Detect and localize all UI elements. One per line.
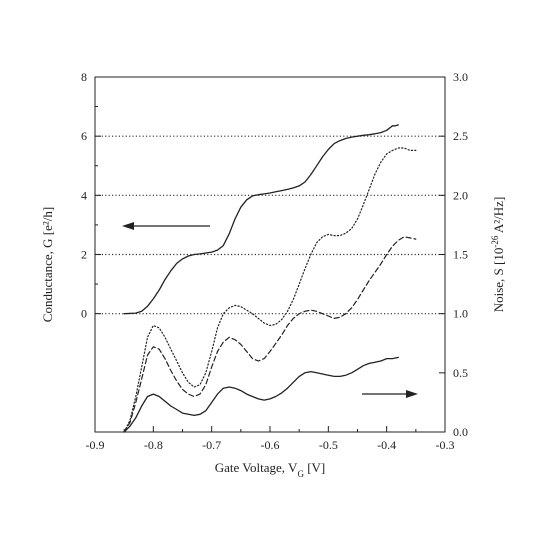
y-right-tick-label: 1.5: [453, 248, 468, 262]
annotations: [122, 222, 418, 398]
x-axis-title-main: Gate Voltage, V: [215, 460, 298, 475]
y-axis-left: 0 2 4 6 8: [81, 70, 101, 321]
y-left-tick-label: 0: [81, 307, 87, 321]
x-axis-title: Gate Voltage, VG [V]: [215, 460, 325, 479]
y-right-tick-label: 0.0: [453, 425, 468, 439]
y-left-tick-label: 6: [81, 129, 87, 143]
y-left-tick-label: 2: [81, 248, 87, 262]
x-tick-label: -0.3: [436, 438, 455, 452]
y-right-tick-label: 3.0: [453, 70, 468, 84]
x-tick-label: -0.7: [202, 438, 221, 452]
y-axis-right: 0.0 0.5 1.0 1.5 2.0 2.5 3.0: [439, 70, 468, 439]
arrow-left-head: [122, 222, 134, 230]
x-tick-label: -0.4: [377, 438, 396, 452]
y-axis-right-title-suffix: A²/Hz]: [491, 197, 506, 236]
y-left-tick-label: 8: [81, 70, 87, 84]
y-axis-right-title-exponent: -26: [490, 235, 500, 247]
y-axis-left-title: Conductance, G [e²/h]: [40, 207, 55, 322]
series-line-4-solid: [123, 356, 399, 433]
series-layer: [123, 124, 417, 433]
x-axis-title-subscript: G: [297, 469, 304, 479]
x-tick-label: -0.8: [144, 438, 163, 452]
x-tick-label: -0.5: [319, 438, 338, 452]
y-right-tick-label: 0.5: [453, 366, 468, 380]
arrow-right-head: [406, 390, 418, 398]
y-right-tick-label: 1.0: [453, 307, 468, 321]
y-right-tick-label: 2.0: [453, 188, 468, 202]
y-left-tick-label: 4: [81, 188, 87, 202]
y-axis-right-title-prefix: Noise, S [10: [491, 248, 506, 313]
y-axis-right-title: Noise, S [10-26 A²/Hz]: [490, 197, 506, 313]
x-tick-label: -0.6: [261, 438, 280, 452]
x-axis-title-unit: [V]: [304, 460, 325, 475]
x-axis: -0.9 -0.8 -0.7 -0.6 -0.5 -0.4 -0.3: [86, 426, 455, 452]
x-tick-label: -0.9: [86, 438, 105, 452]
series-line-2-dotted: [123, 147, 417, 433]
y-right-tick-label: 2.5: [453, 129, 468, 143]
series-line-1-solid: [123, 124, 399, 315]
series-line-3-dashed: [123, 236, 417, 433]
reference-lines: [95, 135, 445, 315]
